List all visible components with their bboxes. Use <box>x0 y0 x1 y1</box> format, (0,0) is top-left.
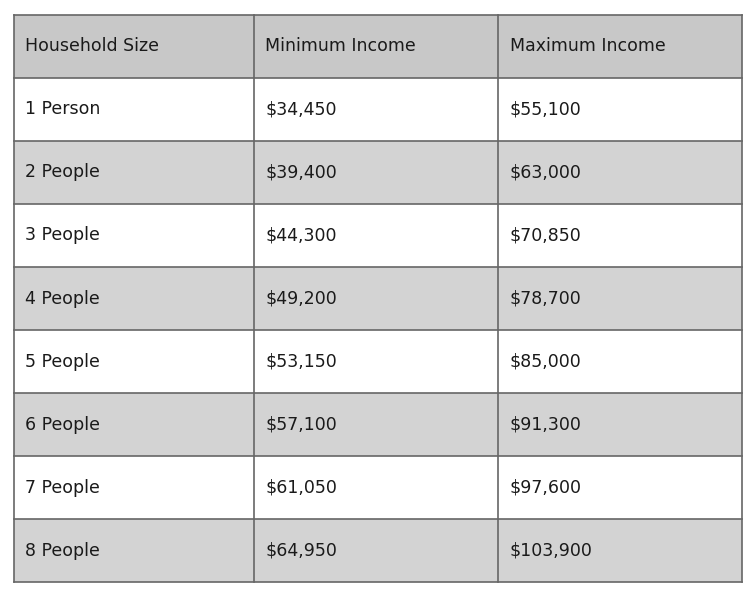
Bar <box>254 204 498 267</box>
Bar <box>14 519 254 582</box>
Bar <box>254 330 498 393</box>
Bar <box>254 519 498 582</box>
Bar <box>14 267 254 330</box>
Text: $63,000: $63,000 <box>510 164 581 181</box>
Text: $91,300: $91,300 <box>510 416 581 433</box>
Text: 3 People: 3 People <box>25 226 100 245</box>
Text: 6 People: 6 People <box>25 416 100 433</box>
Text: 7 People: 7 People <box>25 479 100 497</box>
Bar <box>14 15 254 78</box>
Text: $78,700: $78,700 <box>510 290 581 307</box>
Text: $70,850: $70,850 <box>510 226 581 245</box>
Bar <box>14 456 254 519</box>
Bar <box>498 267 742 330</box>
Bar <box>498 330 742 393</box>
Bar <box>498 456 742 519</box>
Bar <box>498 78 742 141</box>
Text: 1 Person: 1 Person <box>25 100 101 118</box>
Text: Maximum Income: Maximum Income <box>510 38 665 56</box>
Bar <box>498 519 742 582</box>
Bar <box>254 267 498 330</box>
Bar <box>498 141 742 204</box>
Text: $64,950: $64,950 <box>265 541 337 559</box>
Text: $97,600: $97,600 <box>510 479 581 497</box>
Text: $49,200: $49,200 <box>265 290 337 307</box>
Text: $55,100: $55,100 <box>510 100 581 118</box>
Bar <box>254 393 498 456</box>
Bar <box>14 330 254 393</box>
Text: 8 People: 8 People <box>25 541 100 559</box>
Bar <box>254 78 498 141</box>
Text: Household Size: Household Size <box>25 38 159 56</box>
Text: $61,050: $61,050 <box>265 479 337 497</box>
Bar <box>14 393 254 456</box>
Text: Minimum Income: Minimum Income <box>265 38 417 56</box>
Bar <box>14 141 254 204</box>
Text: $103,900: $103,900 <box>510 541 593 559</box>
Text: $57,100: $57,100 <box>265 416 337 433</box>
Text: 5 People: 5 People <box>25 352 100 371</box>
Text: 2 People: 2 People <box>25 164 100 181</box>
Bar <box>254 15 498 78</box>
Text: $53,150: $53,150 <box>265 352 337 371</box>
Bar <box>254 456 498 519</box>
Text: $34,450: $34,450 <box>265 100 337 118</box>
Text: 4 People: 4 People <box>25 290 100 307</box>
Text: $39,400: $39,400 <box>265 164 337 181</box>
Bar <box>498 393 742 456</box>
Text: $44,300: $44,300 <box>265 226 337 245</box>
Text: $85,000: $85,000 <box>510 352 581 371</box>
Bar <box>14 204 254 267</box>
Bar <box>498 204 742 267</box>
Bar <box>14 78 254 141</box>
Bar <box>498 15 742 78</box>
Bar <box>254 141 498 204</box>
